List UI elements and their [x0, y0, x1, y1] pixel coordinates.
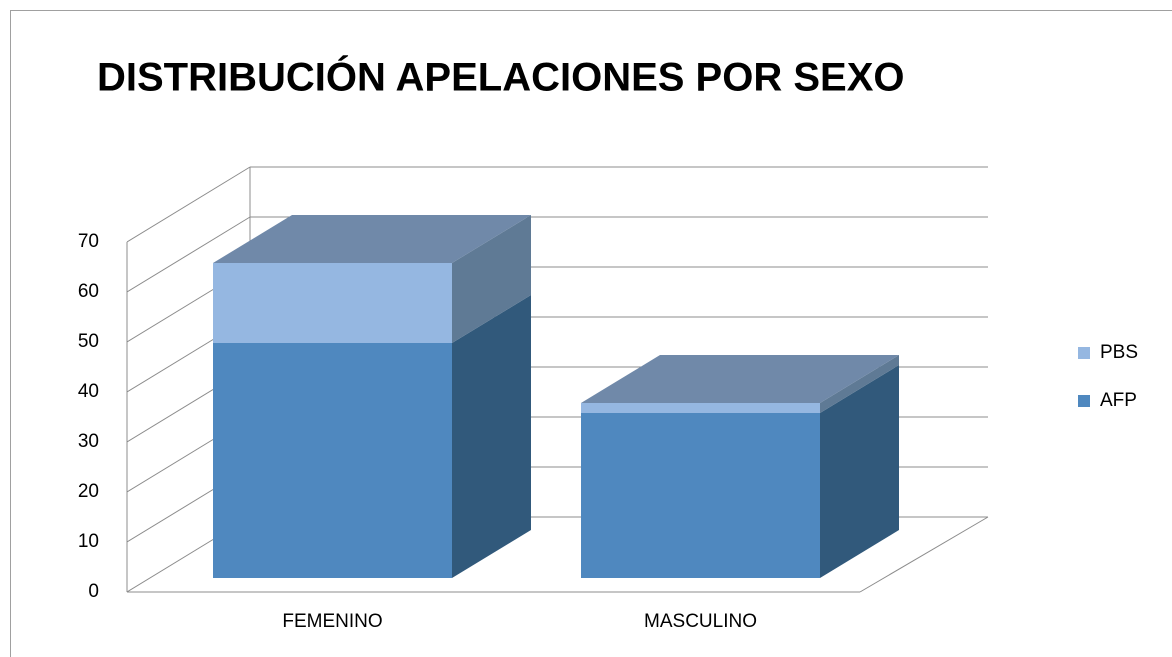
floor-edge — [859, 516, 989, 593]
bar-side — [820, 365, 899, 578]
bar-side — [452, 215, 531, 343]
legend-label: PBS — [1100, 342, 1138, 363]
y-tick-label: 10 — [78, 531, 99, 552]
bar-side — [820, 355, 899, 413]
y-tick-label: 60 — [78, 281, 99, 302]
legend-swatch — [1078, 347, 1090, 359]
legend-swatch — [1078, 395, 1090, 407]
bar — [213, 263, 452, 343]
grid-line — [126, 216, 251, 293]
chart-border — [10, 10, 1172, 657]
legend-label: AFP — [1100, 390, 1137, 411]
bar-top — [581, 355, 899, 403]
bar-side — [452, 295, 531, 578]
bar — [581, 403, 820, 413]
y-tick-label: 70 — [78, 231, 99, 252]
y-tick-label: 50 — [78, 331, 99, 352]
bar — [581, 413, 820, 578]
x-tick-label: FEMENINO — [282, 611, 382, 632]
chart-title: DISTRIBUCIÓN APELACIONES POR SEXO — [97, 54, 905, 100]
bar — [213, 343, 452, 578]
x-tick-label: MASCULINO — [644, 611, 757, 632]
grid-line — [126, 166, 251, 243]
y-tick-label: 30 — [78, 431, 99, 452]
y-tick-label: 20 — [78, 481, 99, 502]
y-tick-label: 0 — [88, 581, 99, 602]
bar-top — [213, 215, 531, 263]
y-tick-label: 40 — [78, 381, 99, 402]
